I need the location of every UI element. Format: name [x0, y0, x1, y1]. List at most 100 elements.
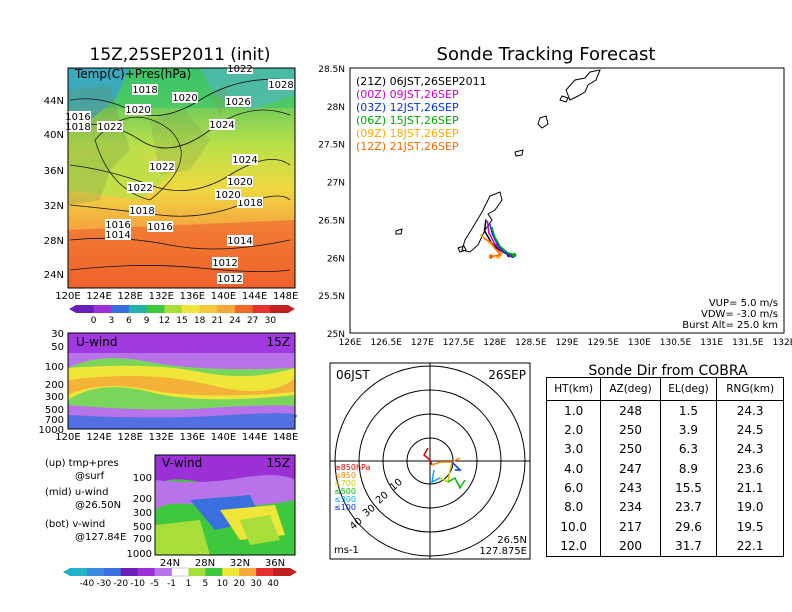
uwind-label: U-wind [76, 335, 117, 349]
cobra-row: 1.0 248 1.5 24.3 [545, 400, 784, 421]
cobra-cell: 1.5 [659, 400, 718, 421]
cobra-header-el: EL(deg) [659, 377, 718, 401]
uwind-ytick-label: 200 [45, 380, 64, 391]
isobar-label-text: 1022 [149, 162, 174, 173]
map-ytick-label: 32N [44, 201, 64, 212]
tracking-ytick-label: 26.5N [318, 216, 345, 226]
isobar-label: 1024 [232, 154, 258, 166]
polar-level-label: ≤100 [334, 503, 356, 512]
map-xtick-label: 124E [86, 291, 111, 302]
wind-colorbar-label: 20 [234, 579, 246, 589]
tracking-ytick-label: 27.5N [318, 141, 345, 151]
cobra-cell: 217 [600, 517, 661, 537]
temp-colorbar-cell [111, 305, 130, 313]
isobar-label-text: 1014 [105, 230, 130, 241]
cobra-cell: 250 [600, 420, 661, 440]
tracking-param: Burst Alt= 25.0 km [682, 320, 778, 331]
cobra-cell: 3.9 [659, 420, 718, 440]
vwind-ytick-label: 200 [133, 494, 152, 505]
vwind-frame [154, 454, 296, 556]
cobra-cell: 24.3 [716, 400, 784, 421]
tracking-legend: (21Z) 06JST,26SEP2011(00Z) 09JST,26SEP (0… [356, 75, 487, 153]
isobar-label-bg [105, 219, 131, 230]
map-ytick-label: 40N [44, 130, 64, 141]
cobra-table: HT(km) AZ(deg) EL(deg) RNG(km) 1.0 248 1.5… [545, 377, 784, 558]
cobra-row: 12.0 200 31.7 22.1 [545, 536, 784, 558]
tracking-lines [479, 219, 517, 259]
uwind-x-ticks: 120E 124E 128E 132E 136E 140E 144E 148E [55, 432, 298, 443]
map-frame [67, 67, 296, 289]
tracking-ytick-label: 25.5N [318, 292, 345, 302]
legend-entry: (12Z) 21JST,26SEP [356, 140, 459, 153]
legend-entry: (09Z) 18JST,26SEP [356, 127, 459, 140]
map-xtick-label: 144E [242, 291, 267, 302]
legend-entry: (00Z) 09JST,26SEP [356, 88, 459, 101]
isobar-label-text: 1018 [132, 85, 157, 96]
isobar-label-text: 1024 [209, 120, 234, 131]
cobra-cell: 29.6 [659, 517, 718, 537]
cobra-header-az: AZ(deg) [600, 377, 661, 401]
note-location: @surf [75, 471, 105, 482]
polar-levels: ≥850hPa≤850≤700≤500≤300≤100 [334, 463, 371, 512]
isobar-label: 1026 [225, 96, 251, 108]
cobra-cell: 4.0 [545, 459, 602, 479]
isobar-label-text: 1026 [225, 97, 250, 108]
temp-colorbar-cell [129, 305, 148, 313]
isobar-label-bg [232, 154, 258, 165]
tracking-ytick-label: 28N [327, 103, 345, 113]
wind-colorbar-label: -20 [113, 579, 128, 589]
isobar-label-text: 1022 [97, 122, 122, 133]
uwind-xtick-label: 140E [211, 432, 236, 443]
isobar-label: 1020 [125, 104, 151, 116]
cobra-cell: 22.1 [716, 536, 784, 558]
vwind-time: 15Z [267, 456, 291, 470]
wind-colorbar-cell [171, 567, 190, 577]
isobar-label-bg [215, 189, 241, 200]
track-endpoint [488, 254, 494, 259]
wind-colorbar-cell [154, 568, 173, 576]
vwind-x-ticks: 24N 28N 32N 36N [160, 558, 285, 569]
isobar-label-bg [65, 111, 91, 122]
isobar-label: 1012 [217, 273, 243, 285]
wind-colorbar-cell [120, 568, 139, 576]
cobra-cell: 31.7 [659, 536, 718, 558]
wind-colorbar-label: -5 [150, 579, 159, 589]
map-xtick-label: 148E [273, 291, 298, 302]
cobra-cell: 19.0 [716, 497, 784, 518]
map-label: Temp(C)+Pres(hPa) [74, 67, 191, 81]
isobar-label: 1020 [215, 189, 241, 201]
temp-colorbar-cell [252, 305, 271, 313]
vwind-ytick-label: 1000 [127, 549, 152, 560]
cobra-cell: 19.5 [716, 517, 784, 537]
cobra-cell: 10.0 [545, 517, 602, 537]
isobar-label: 1018 [129, 205, 155, 217]
isobar-label: 1024 [209, 119, 235, 131]
temp-colorbar-cell [76, 305, 95, 313]
isobar-label-bg [209, 119, 235, 130]
temp-colorbar-cell [146, 305, 165, 313]
temp-colorbar-label: 6 [126, 316, 132, 326]
uwind-frame [67, 332, 296, 430]
cobra-cell: 15.5 [659, 478, 718, 498]
tracking-frame [349, 67, 785, 334]
isobar-label-bg [97, 121, 123, 132]
isobar-label-text: 1018 [65, 122, 90, 133]
isobar-label-text: 1012 [217, 274, 242, 285]
tracking-xtick-label: 131.5E [732, 338, 764, 348]
cobra-title: Sonde Dir from COBRA [588, 363, 748, 379]
tracking-xtick-label: 128.5E [515, 338, 547, 348]
temp-colorbar: 0 3 6 9 12 15 18 21 24 27 30 [69, 305, 295, 326]
temp-colorbar-label: 30 [265, 316, 277, 326]
wind-colorbar-cell [137, 568, 156, 576]
cobra-cell: 200 [600, 536, 661, 558]
isobar-label: 1022 [149, 161, 175, 173]
legend-entry: (21Z) 06JST,26SEP2011 [356, 75, 487, 88]
uwind-time: 15Z [267, 335, 291, 349]
cobra-row: 8.0 234 23.7 19.0 [545, 497, 784, 518]
polar-hodograph [423, 447, 466, 490]
tracking-param: VDW= -3.0 m/s [701, 309, 778, 320]
wind-colorbar-label: 10 [217, 579, 229, 589]
vwind-ytick-label: 300 [133, 508, 152, 519]
